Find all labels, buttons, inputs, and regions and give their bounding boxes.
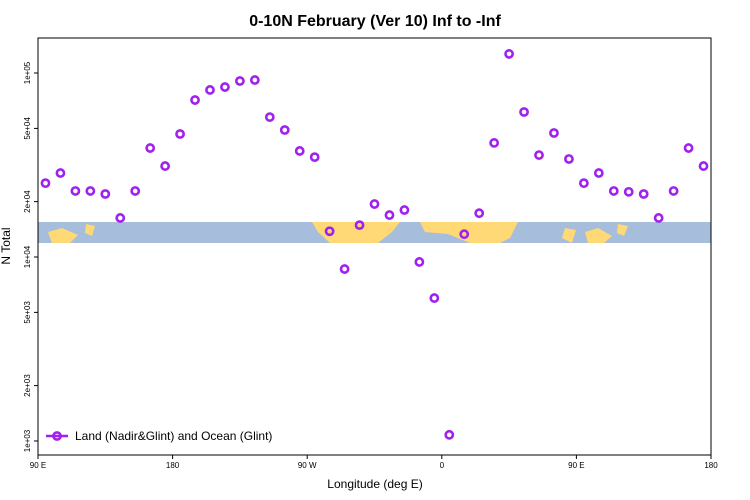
point (593, 168, 604, 178)
point (85, 186, 96, 196)
point (234, 76, 245, 86)
point (519, 107, 529, 117)
x-tick-label: 0 (440, 461, 445, 470)
point (399, 205, 410, 215)
point (653, 213, 664, 223)
point (324, 226, 335, 237)
plot-frame (37, 37, 712, 456)
y-axis-label: N Total (0, 227, 13, 264)
point (175, 129, 185, 139)
point (220, 82, 230, 92)
x-tick-label: 180 (704, 461, 718, 470)
legend-marker (52, 431, 62, 441)
point (623, 186, 634, 197)
point (279, 125, 290, 135)
point (100, 189, 111, 199)
point (608, 186, 619, 196)
point (145, 143, 156, 153)
y-tick-label: 1e+04 (23, 245, 32, 268)
y-tick-label: 5e+04 (23, 117, 32, 140)
point (549, 128, 559, 138)
point (459, 229, 470, 240)
point (115, 213, 126, 223)
point (489, 138, 500, 148)
point (264, 112, 275, 122)
point (309, 152, 320, 163)
point (205, 85, 215, 95)
point (474, 208, 485, 219)
point (638, 189, 649, 199)
x-tick-label: 90 E (568, 461, 584, 470)
point (668, 186, 679, 196)
point (339, 264, 350, 274)
x-tick-label: 90 E (30, 461, 46, 470)
y-tick-label: 2e+03 (23, 374, 32, 397)
chart-title: 0-10N February (Ver 10) Inf to -Inf (249, 13, 501, 30)
point (130, 186, 141, 196)
point (190, 95, 200, 105)
point (698, 161, 709, 171)
point (70, 186, 81, 196)
point (294, 146, 305, 156)
point (384, 210, 395, 220)
point (444, 429, 455, 440)
point (429, 293, 440, 303)
point (414, 257, 425, 267)
point (564, 154, 574, 164)
y-tick-label: 1e+05 (23, 61, 32, 84)
point (369, 199, 380, 209)
y-tick-label: 2e+04 (23, 190, 32, 213)
point (160, 161, 171, 171)
x-tick-label: 90 W (298, 461, 317, 470)
point (683, 143, 694, 153)
point (578, 178, 589, 189)
point (40, 178, 51, 189)
y-tick-label: 1e+03 (23, 429, 32, 452)
point (55, 168, 66, 178)
legend-label: Land (Nadir&Glint) and Ocean (Glint) (75, 429, 272, 443)
x-axis-label: Longitude (deg E) (327, 477, 422, 491)
point (354, 220, 365, 231)
point (249, 75, 260, 85)
x-tick-label: 180 (166, 461, 180, 470)
y-tick-label: 5e+03 (23, 301, 32, 324)
point (504, 49, 514, 59)
map-strip (38, 222, 711, 243)
point (534, 150, 544, 160)
